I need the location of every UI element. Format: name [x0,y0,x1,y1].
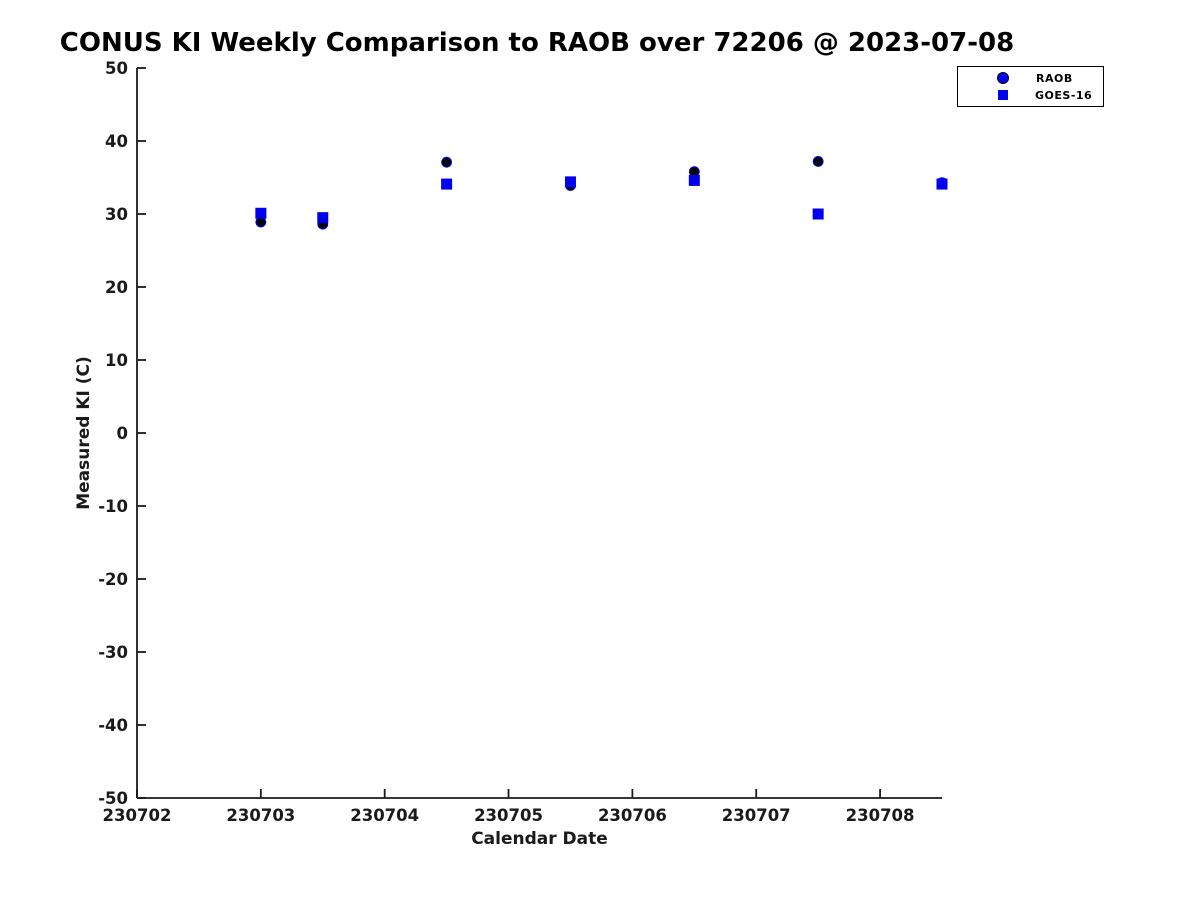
legend-item-raob: RAOB [958,70,1103,86]
data-point-raob [441,156,453,168]
y-tick-label: 50 [105,59,128,78]
y-tick-label: -10 [98,497,128,516]
chart-title: CONUS KI Weekly Comparison to RAOB over … [59,28,1015,58]
y-tick-label: 20 [105,278,128,297]
y-tick-label: -30 [98,643,128,662]
data-point-goes16 [564,176,576,188]
legend-label-goes16: GOES-16 [1035,88,1093,102]
legend-item-goes16: GOES-16 [958,87,1103,103]
x-tick-label: 230702 [103,806,172,825]
data-point-goes16 [441,178,453,190]
data-point-goes16 [812,208,824,220]
data-point-goes16 [688,174,700,186]
y-tick-label: -20 [98,570,128,589]
x-axis-label: Calendar Date [471,829,608,849]
data-point-raob [812,156,824,167]
x-tick-label: 230707 [722,806,791,825]
legend-label-raob: RAOB [1036,71,1073,85]
y-tick-label: -50 [98,789,128,808]
data-point-goes16 [936,178,948,190]
x-tick-label: 230705 [474,806,543,825]
x-tick-label: 230703 [226,806,295,825]
x-tick-label: 230706 [598,806,667,825]
y-tick-label: 0 [117,424,128,443]
data-point-goes16 [255,207,267,219]
square-marker-icon [998,90,1008,100]
legend: RAOB GOES-16 [957,66,1104,107]
x-tick-label: 230704 [350,806,419,825]
data-point-goes16 [317,212,329,224]
y-axis-label: Measured KI (C) [74,356,94,510]
y-tick-label: 10 [105,351,128,370]
y-tick-label: 30 [105,205,128,224]
y-tick-label: -40 [98,716,128,735]
circle-marker-icon [997,72,1009,84]
y-tick-label: 40 [105,132,128,151]
x-tick-label: 230708 [846,806,915,825]
